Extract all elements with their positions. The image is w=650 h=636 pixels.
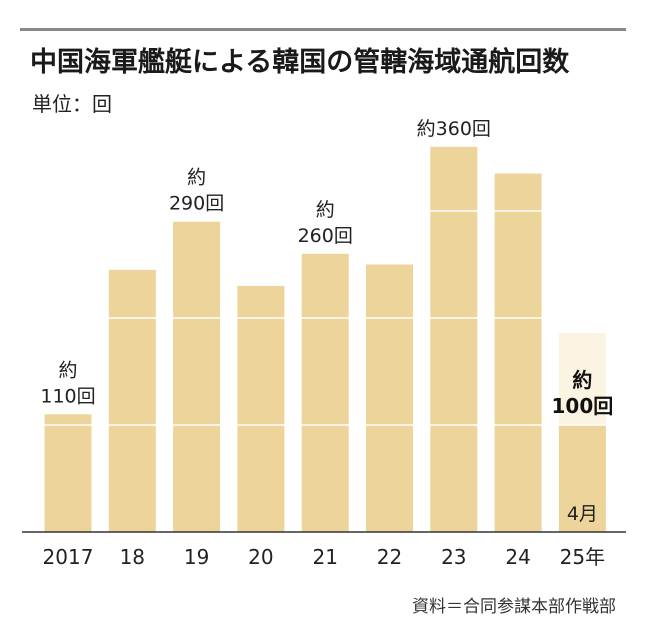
x-tick-label: 2017 [43,545,94,569]
x-tick-label: 22 [377,545,402,569]
x-tick-label: 19 [184,545,209,569]
data-label: 約 [187,167,206,189]
x-tick-label: 20 [248,545,273,569]
x-tick-label: 21 [312,545,337,569]
data-label: 約 [316,199,335,221]
x-tick-label: 18 [120,545,145,569]
bar-23 [430,146,478,533]
bar-21 [301,253,349,533]
bar-24 [494,173,542,533]
data-label: 100回 [552,394,614,418]
bar-2017 [44,414,92,532]
source-note: 資料＝合同参謀本部作戦部 [412,597,616,617]
data-label: 290回 [169,193,224,215]
chart-title: 中国海軍艦艇による韓国の管轄海域通航回数 [30,47,570,78]
unit-label: 単位：回 [32,92,112,116]
x-tick-label: 23 [441,545,466,569]
bar-25年 [558,425,606,532]
data-label: 約 [572,368,592,392]
data-label: 約 [58,359,77,381]
bar-note-label: 4月 [567,503,598,525]
bar-19 [173,221,221,532]
highlight-background [558,333,606,425]
data-label: 260回 [298,225,353,247]
top-rule [20,28,626,31]
bar-18 [108,269,156,532]
x-tick-label: 24 [505,545,530,569]
data-label: 110回 [40,385,95,407]
x-tick-label: 25年 [560,545,605,569]
data-label: 約360回 [417,118,491,140]
bar-20 [237,285,285,532]
bar-22 [366,264,413,532]
